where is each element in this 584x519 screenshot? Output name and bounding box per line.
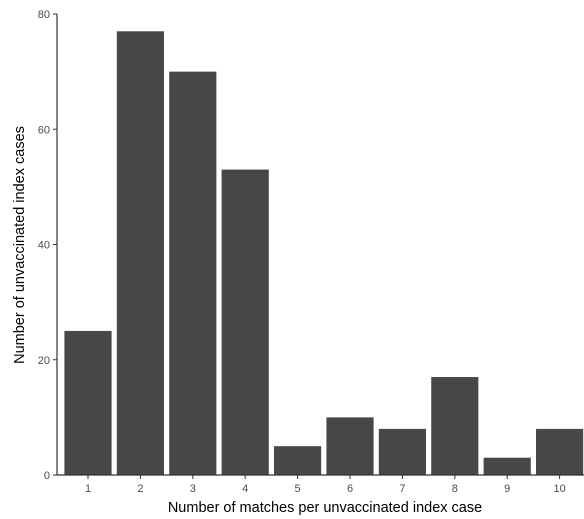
x-tick-label: 6 (347, 483, 353, 495)
y-tick-label: 40 (38, 240, 50, 252)
bar-7 (378, 428, 426, 475)
bar-6 (326, 417, 374, 476)
y-axis-ticks: 0 20 40 60 80 (38, 9, 57, 482)
y-tick-label: 80 (38, 9, 50, 21)
bar-9 (483, 457, 531, 475)
x-tick-label: 5 (295, 483, 301, 495)
bar-2 (116, 31, 164, 475)
x-tick-label: 3 (190, 483, 196, 495)
x-axis-title: Number of matches per unvaccinated index… (168, 500, 482, 516)
x-axis-ticks: 1 2 3 4 5 6 7 8 9 10 (85, 475, 566, 495)
y-tick-label: 60 (38, 124, 50, 136)
x-tick-label: 9 (504, 483, 510, 495)
x-tick-label: 10 (553, 483, 565, 495)
x-tick-label: 7 (399, 483, 405, 495)
bars-group (64, 31, 584, 476)
y-tick-label: 20 (38, 355, 50, 367)
bar-5 (274, 446, 322, 475)
bar-1 (64, 330, 112, 475)
bar-8 (431, 377, 479, 475)
x-tick-label: 2 (137, 483, 143, 495)
bar-4 (221, 169, 269, 475)
y-tick-label: 0 (44, 470, 50, 482)
bar-3 (169, 71, 217, 476)
x-tick-label: 4 (242, 483, 248, 495)
x-tick-label: 1 (85, 483, 91, 495)
x-tick-label: 8 (452, 483, 458, 495)
bar-10 (536, 428, 584, 475)
y-axis-title: Number of unvaccinated index cases (12, 126, 28, 364)
